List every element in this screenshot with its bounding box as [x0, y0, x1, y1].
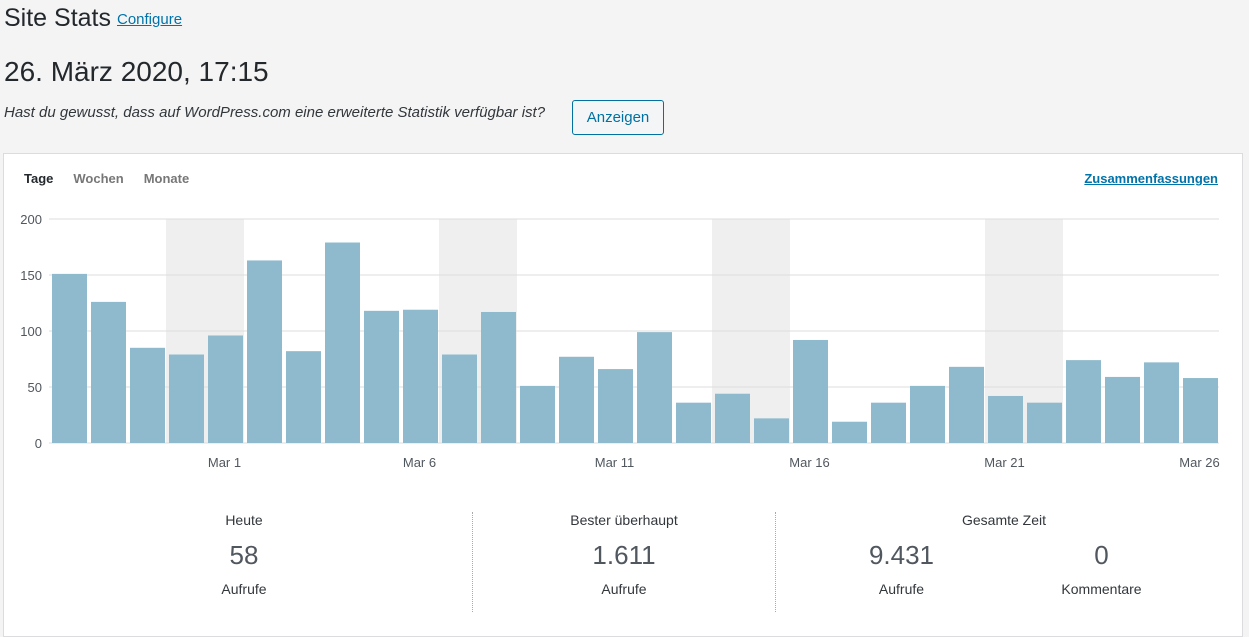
y-tick-label: 50 [28, 380, 42, 395]
divider [472, 512, 473, 612]
bar[interactable]: Mar 7: 79 [442, 354, 477, 443]
bar[interactable]: Mar 25: 72 [1144, 362, 1179, 443]
bar[interactable]: Mar 1: 96 [208, 335, 243, 443]
stat-unit: Aufrufe [601, 581, 647, 597]
y-tick-label: 0 [35, 436, 42, 451]
bar[interactable]: Mar 12: 99 [637, 332, 672, 443]
bar[interactable]: Mar 21: 42 [988, 395, 1023, 443]
bar[interactable]: Mar 8: 117 [481, 311, 516, 443]
stat-total-views: 9.431 Aufrufe [804, 528, 999, 597]
bar[interactable]: Mar 9: 51 [520, 385, 555, 443]
stats-card: 0 50 100 150 200 Feb 26: 151Feb 27: 126Feb 28… [3, 153, 1243, 637]
tab-months[interactable]: Monate [143, 171, 190, 186]
bar[interactable]: Mar 18: 36 [871, 402, 906, 443]
bar[interactable]: Mar 5: 118 [364, 310, 399, 443]
bar[interactable]: Mar 6: 119 [403, 309, 438, 443]
x-tick-label: Mar 26 [1179, 455, 1219, 470]
stat-label: Gesamte Zeit [961, 512, 1047, 528]
divider [775, 512, 776, 612]
bar[interactable]: Mar 17: 19 [832, 421, 867, 443]
stat-best: Bester überhaupt 1.611 Aufrufe [484, 512, 764, 612]
stats-date: 26. März 2020, 17:15 [4, 56, 269, 87]
bar[interactable]: Mar 16: 92 [793, 339, 828, 443]
bar[interactable]: Mar 10: 77 [559, 356, 594, 443]
stat-value: 1.611 [592, 540, 656, 570]
bar[interactable]: Mar 19: 51 [910, 385, 945, 443]
bar[interactable]: Mar 14: 44 [715, 393, 750, 443]
stat-unit: Kommentare [1061, 581, 1142, 597]
y-tick-label: 100 [20, 324, 42, 339]
stats-summary: Heute 58 Aufrufe Bester überhaupt 1.611 … [4, 512, 1244, 612]
stat-unit: Aufrufe [878, 581, 925, 597]
stat-label: Heute [225, 512, 263, 528]
period-tabs: Tage Wochen Monate [24, 171, 189, 186]
bar[interactable]: Feb 27: 126 [91, 301, 126, 443]
bar[interactable]: Mar 11: 66 [598, 369, 633, 443]
y-tick-label: 200 [20, 212, 42, 227]
bar[interactable]: Mar 26: 58 [1183, 378, 1218, 443]
bar[interactable]: Feb 28: 85 [130, 347, 165, 443]
stat-unit: Aufrufe [221, 581, 267, 597]
x-tick-label: Mar 6 [403, 455, 436, 470]
stat-total-comments: 0 Kommentare [999, 528, 1204, 597]
stat-label: Bester überhaupt [570, 512, 678, 528]
stat-value: 9.431 [868, 540, 935, 570]
bar[interactable]: Mar 22: 36 [1027, 402, 1062, 443]
x-tick-label: Mar 21 [984, 455, 1024, 470]
stat-today: Heute 58 Aufrufe [104, 512, 384, 612]
stat-total: Gesamte Zeit 9.431 Aufrufe 0 Kommentare [804, 512, 1204, 612]
page-title-text: Site Stats [4, 4, 111, 32]
bar[interactable]: Mar 3: 82 [286, 351, 321, 443]
bar[interactable]: Mar 4: 179 [325, 242, 360, 443]
x-tick-label: Mar 16 [789, 455, 829, 470]
stat-value: 0 [1094, 540, 1109, 570]
bar[interactable]: Mar 20: 68 [949, 366, 984, 443]
stat-value: 58 [229, 540, 259, 570]
tab-weeks[interactable]: Wochen [73, 171, 124, 186]
summaries-link[interactable]: Zusammenfassungen [1084, 171, 1218, 186]
bar[interactable]: Mar 15: 22 [754, 418, 789, 443]
views-chart: 0 50 100 150 200 Feb 26: 151Feb 27: 126Feb 28… [20, 212, 1219, 470]
promo-text: Hast du gewusst, dass auf WordPress.com … [4, 104, 546, 121]
show-button[interactable]: Anzeigen [572, 100, 664, 135]
x-tick-label: Mar 11 [595, 455, 635, 470]
bar[interactable]: Mar 13: 36 [676, 402, 711, 443]
bar[interactable]: Feb 26: 151 [52, 273, 87, 443]
page-title: Site Stats Configure [4, 4, 182, 33]
bar[interactable]: Feb 29: 79 [169, 354, 204, 443]
bar[interactable]: Mar 23: 74 [1066, 360, 1101, 443]
bar[interactable]: Mar 24: 59 [1105, 376, 1140, 443]
y-tick-label: 150 [20, 268, 42, 283]
x-tick-label: Mar 1 [208, 455, 241, 470]
tab-days[interactable]: Tage [24, 171, 54, 186]
configure-link[interactable]: Configure [117, 11, 183, 28]
bar[interactable]: Mar 2: 163 [247, 260, 282, 443]
